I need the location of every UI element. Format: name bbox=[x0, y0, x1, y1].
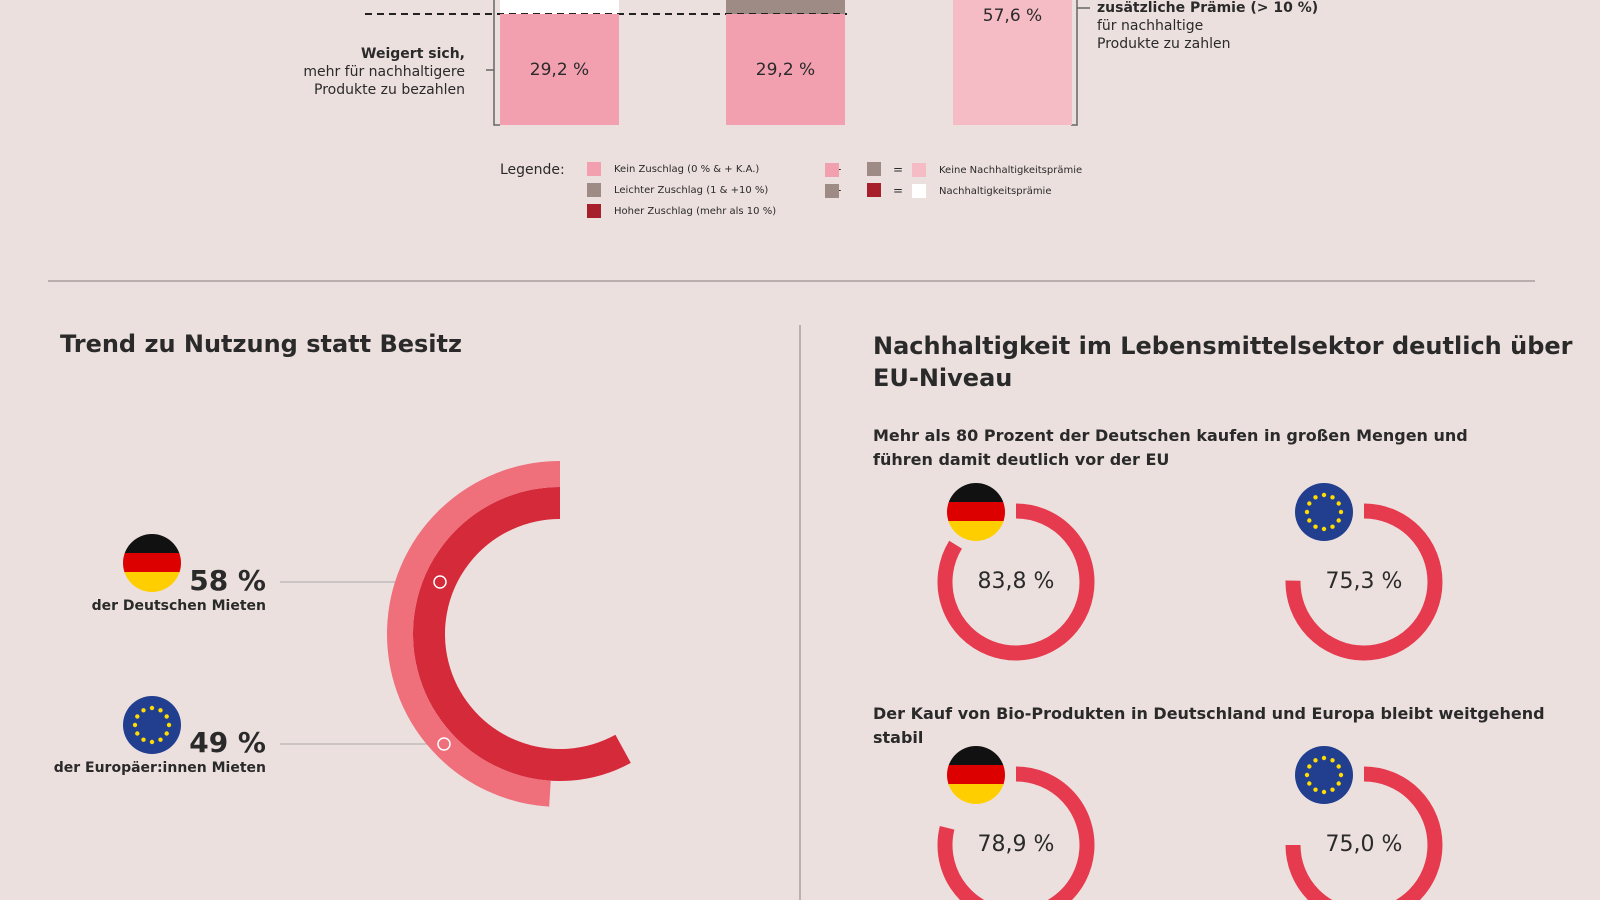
annotation: für nachhaltige bbox=[1097, 18, 1203, 34]
donut-arc bbox=[937, 503, 1095, 661]
bracket bbox=[486, 0, 500, 126]
legend-label: Hoher Zuschlag (mehr als 10 %) bbox=[614, 206, 776, 217]
operator: = bbox=[893, 163, 903, 177]
bar bbox=[953, 0, 1072, 126]
bracket bbox=[1071, 0, 1090, 126]
value-label: 49 % bbox=[189, 726, 266, 759]
flag-germany bbox=[123, 534, 181, 592]
legend-swatch bbox=[825, 184, 839, 198]
legend-swatch bbox=[867, 162, 881, 176]
annotation: Weigert sich, bbox=[361, 46, 465, 62]
donut-arc bbox=[1285, 503, 1443, 661]
annotation: Produkte zu zahlen bbox=[1097, 36, 1230, 52]
annotation: Produkte zu bezahlen bbox=[314, 82, 465, 98]
arc bbox=[387, 461, 561, 807]
value-label: 29,2 % bbox=[756, 60, 815, 80]
bar bbox=[726, 14, 845, 125]
legend-swatch bbox=[912, 184, 926, 198]
flag-eu bbox=[1295, 483, 1353, 541]
value-label: 75,0 % bbox=[1326, 832, 1403, 857]
series-label: der Deutschen Mieten bbox=[92, 598, 266, 614]
arc bbox=[413, 487, 631, 781]
donut-arc bbox=[1285, 766, 1443, 900]
donut-arc bbox=[937, 766, 1095, 900]
upper-segment bbox=[500, 0, 619, 14]
value-label: 58 % bbox=[189, 564, 266, 597]
legend-label: Nachhaltigkeitsprämie bbox=[939, 186, 1052, 197]
subtitle: Mehr als 80 Prozent der Deutschen kaufen… bbox=[873, 426, 1468, 469]
legend-swatch bbox=[912, 163, 926, 177]
upper-segment bbox=[726, 0, 845, 14]
section-title: Nachhaltigkeit im Lebensmittelsektor deu… bbox=[873, 332, 1573, 392]
flag-eu bbox=[123, 696, 181, 754]
operator: = bbox=[893, 184, 903, 198]
value-label: 29,2 % bbox=[530, 60, 589, 80]
section-title: Trend zu Nutzung statt Besitz bbox=[60, 330, 462, 358]
bar bbox=[500, 14, 619, 125]
legend-swatch bbox=[587, 162, 601, 176]
legend-label: Keine Nachhaltigkeitsprämie bbox=[939, 165, 1082, 176]
legend-title: Legende: bbox=[500, 162, 565, 178]
flag-eu bbox=[1295, 746, 1353, 804]
annotation: zusätzliche Prämie (> 10 %) bbox=[1097, 0, 1318, 16]
legend-swatch bbox=[587, 183, 601, 197]
annotation: mehr für nachhaltigere bbox=[303, 64, 465, 80]
value-label: 75,3 % bbox=[1326, 569, 1403, 594]
value-label: 78,9 % bbox=[978, 832, 1055, 857]
value-label: 83,8 % bbox=[978, 569, 1055, 594]
marker-dot bbox=[433, 575, 447, 589]
flag-germany bbox=[947, 746, 1005, 804]
legend-swatch bbox=[825, 163, 839, 177]
legend-label: Kein Zuschlag (0 % & + K.A.) bbox=[614, 164, 759, 175]
legend-swatch bbox=[867, 183, 881, 197]
series-label: der Europäer:innen Mieten bbox=[54, 760, 266, 776]
marker-dot bbox=[437, 737, 451, 751]
legend-label: Leichter Zuschlag (1 & +10 %) bbox=[614, 185, 768, 196]
flag-germany bbox=[947, 483, 1005, 541]
value-label: 57,6 % bbox=[983, 6, 1042, 26]
legend-swatch bbox=[587, 204, 601, 218]
subtitle: Der Kauf von Bio-Produkten in Deutschlan… bbox=[873, 704, 1545, 747]
